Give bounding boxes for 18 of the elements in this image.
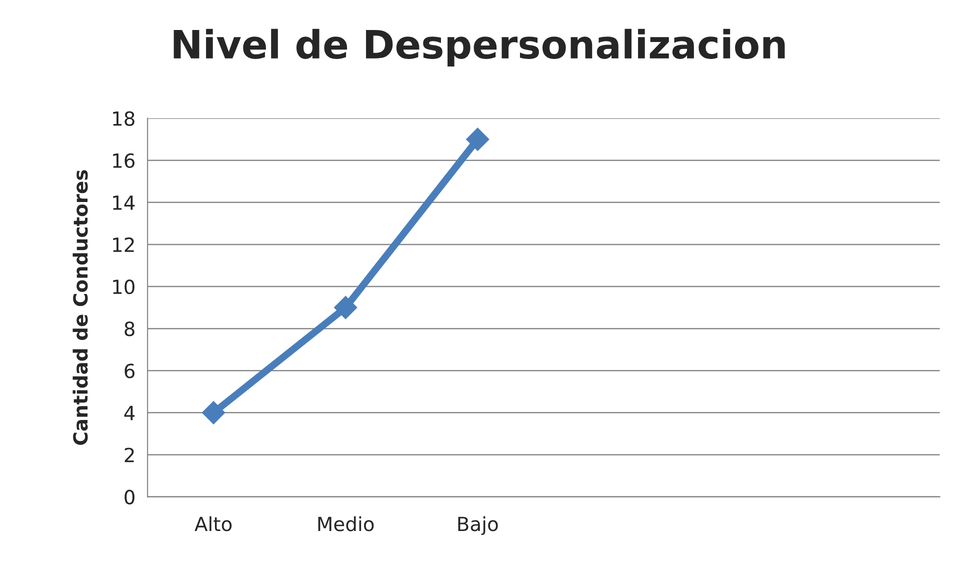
y-tick-label: 4 xyxy=(124,406,135,420)
y-tick-label: 10 xyxy=(113,279,134,294)
y-axis-title: Cantidad de Conductores xyxy=(72,170,88,445)
point xyxy=(202,401,226,424)
y-tick-label: 6 xyxy=(124,364,134,378)
y-tick-label: 12 xyxy=(113,237,134,252)
x-tick-label: Alto xyxy=(194,516,232,532)
x-tick-label: Medio xyxy=(318,516,374,532)
y-tick-label: 0 xyxy=(124,490,134,504)
y-tick-label: 14 xyxy=(113,196,135,210)
point xyxy=(334,296,358,320)
y-tick-label: 16 xyxy=(113,153,134,168)
y-tick-label: 8 xyxy=(124,322,134,336)
chart-title: Nivel de Despersonalizacion xyxy=(174,28,785,66)
point xyxy=(466,128,490,151)
x-tick-label: Bajo xyxy=(458,516,498,536)
y-tick-label: 18 xyxy=(113,111,134,126)
y-tick-label: 2 xyxy=(124,448,134,462)
